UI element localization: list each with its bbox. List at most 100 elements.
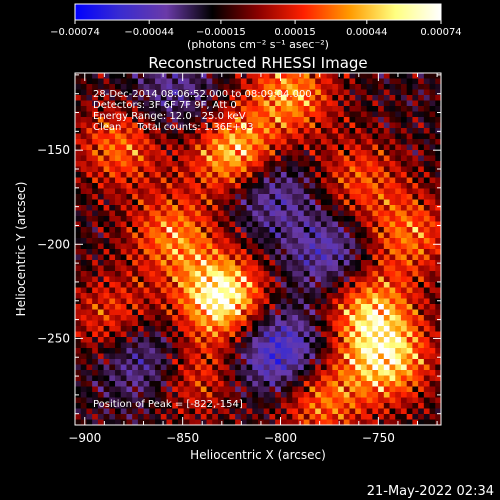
heatmap-cell (406, 298, 413, 305)
heatmap-cell (155, 293, 162, 299)
heatmap-cell (143, 381, 150, 387)
heatmap-cell (160, 144, 167, 151)
heatmap-cell (86, 293, 93, 299)
heatmap-cell (435, 403, 441, 409)
heatmap-cell (395, 89, 402, 96)
heatmap-cell (240, 133, 247, 140)
heatmap-cell (298, 271, 305, 277)
heatmap-cell (298, 408, 305, 415)
heatmap-cell (400, 370, 408, 376)
heatmap-cell (378, 392, 385, 398)
heatmap-cell (92, 84, 99, 90)
heatmap-cell (372, 298, 379, 305)
heatmap-cell (429, 221, 436, 228)
heatmap-cell (177, 304, 185, 310)
heatmap-cell (217, 271, 225, 277)
heatmap-cell (183, 210, 190, 217)
heatmap-cell (172, 320, 179, 327)
heatmap-cell (258, 188, 265, 195)
heatmap-cell (155, 199, 162, 206)
heatmap-cell (246, 210, 253, 217)
heatmap-cell (269, 227, 276, 233)
heatmap-cell (343, 254, 350, 261)
heatmap-cell (246, 353, 253, 360)
heatmap-cell (366, 78, 373, 85)
heatmap-cell (189, 100, 196, 107)
heatmap-cell (292, 232, 299, 239)
heatmap-cell (343, 89, 350, 96)
heatmap-cell (189, 320, 196, 327)
heatmap-cell (206, 95, 213, 101)
heatmap-cell (263, 304, 270, 310)
heatmap-cell (309, 199, 316, 206)
heatmap-cell (400, 298, 408, 305)
heatmap-cell (172, 227, 179, 233)
heatmap-cell (86, 199, 93, 206)
heatmap-cell (177, 386, 185, 393)
heatmap-cell (160, 111, 167, 118)
heatmap-cell (235, 221, 242, 228)
heatmap-cell (280, 227, 287, 233)
heatmap-cell (103, 408, 110, 415)
heatmap-cell (343, 353, 350, 360)
heatmap-cell (298, 386, 305, 393)
heatmap-cell (349, 243, 356, 250)
heatmap-cell (217, 419, 225, 425)
heatmap-cell (292, 249, 299, 255)
heatmap-cell (92, 117, 99, 123)
heatmap-cell (177, 227, 185, 233)
heatmap-cell (435, 210, 441, 217)
heatmap-cell (389, 293, 396, 299)
heatmap-cell (137, 403, 145, 409)
heatmap-cell (115, 188, 122, 195)
heatmap-cell (160, 106, 167, 112)
heatmap-cell (355, 128, 362, 134)
heatmap-cell (400, 183, 408, 189)
heatmap-cell (303, 331, 310, 338)
heatmap-cell (326, 100, 333, 107)
heatmap-cell (315, 216, 322, 222)
heatmap-cell (263, 199, 270, 206)
heatmap-cell (315, 177, 322, 184)
heatmap-cell (246, 342, 253, 349)
heatmap-cell (275, 216, 282, 222)
heatmap-cell (189, 326, 196, 332)
heatmap-cell (389, 221, 396, 228)
heatmap-cell (429, 73, 436, 79)
heatmap-cell (389, 271, 396, 277)
heatmap-cell (160, 282, 167, 288)
heatmap-cell (155, 188, 162, 195)
heatmap-cell (217, 221, 225, 228)
heatmap-cell (166, 315, 173, 321)
heatmap-cell (349, 166, 356, 173)
heatmap-cell (423, 183, 430, 189)
heatmap-cell (349, 342, 356, 349)
heatmap-cell (298, 155, 305, 162)
heatmap-cell (80, 150, 87, 156)
heatmap-cell (86, 271, 93, 277)
heatmap-cell (75, 95, 82, 101)
heatmap-cell (400, 342, 408, 349)
heatmap-cell (429, 298, 436, 305)
heatmap-cell (200, 359, 207, 365)
heatmap-cell (86, 194, 93, 200)
heatmap-cell (400, 265, 408, 272)
heatmap-cell (75, 139, 82, 145)
heatmap-cell (246, 161, 253, 167)
heatmap-cell (177, 342, 185, 349)
heatmap-cell (406, 216, 413, 222)
heatmap-cell (315, 95, 322, 101)
heatmap-cell (97, 78, 104, 85)
heatmap-cell (109, 188, 116, 195)
heatmap-cell (286, 172, 293, 178)
heatmap-cell (212, 133, 219, 140)
heatmap-cell (75, 111, 82, 118)
heatmap-cell (332, 232, 339, 239)
heatmap-cell (177, 271, 185, 277)
heatmap-cell (298, 260, 305, 266)
y-tick-label: −200 (37, 237, 70, 251)
heatmap-cell (429, 89, 436, 96)
heatmap-cell (137, 133, 145, 140)
heatmap-cell (378, 370, 385, 376)
heatmap-cell (286, 397, 293, 404)
